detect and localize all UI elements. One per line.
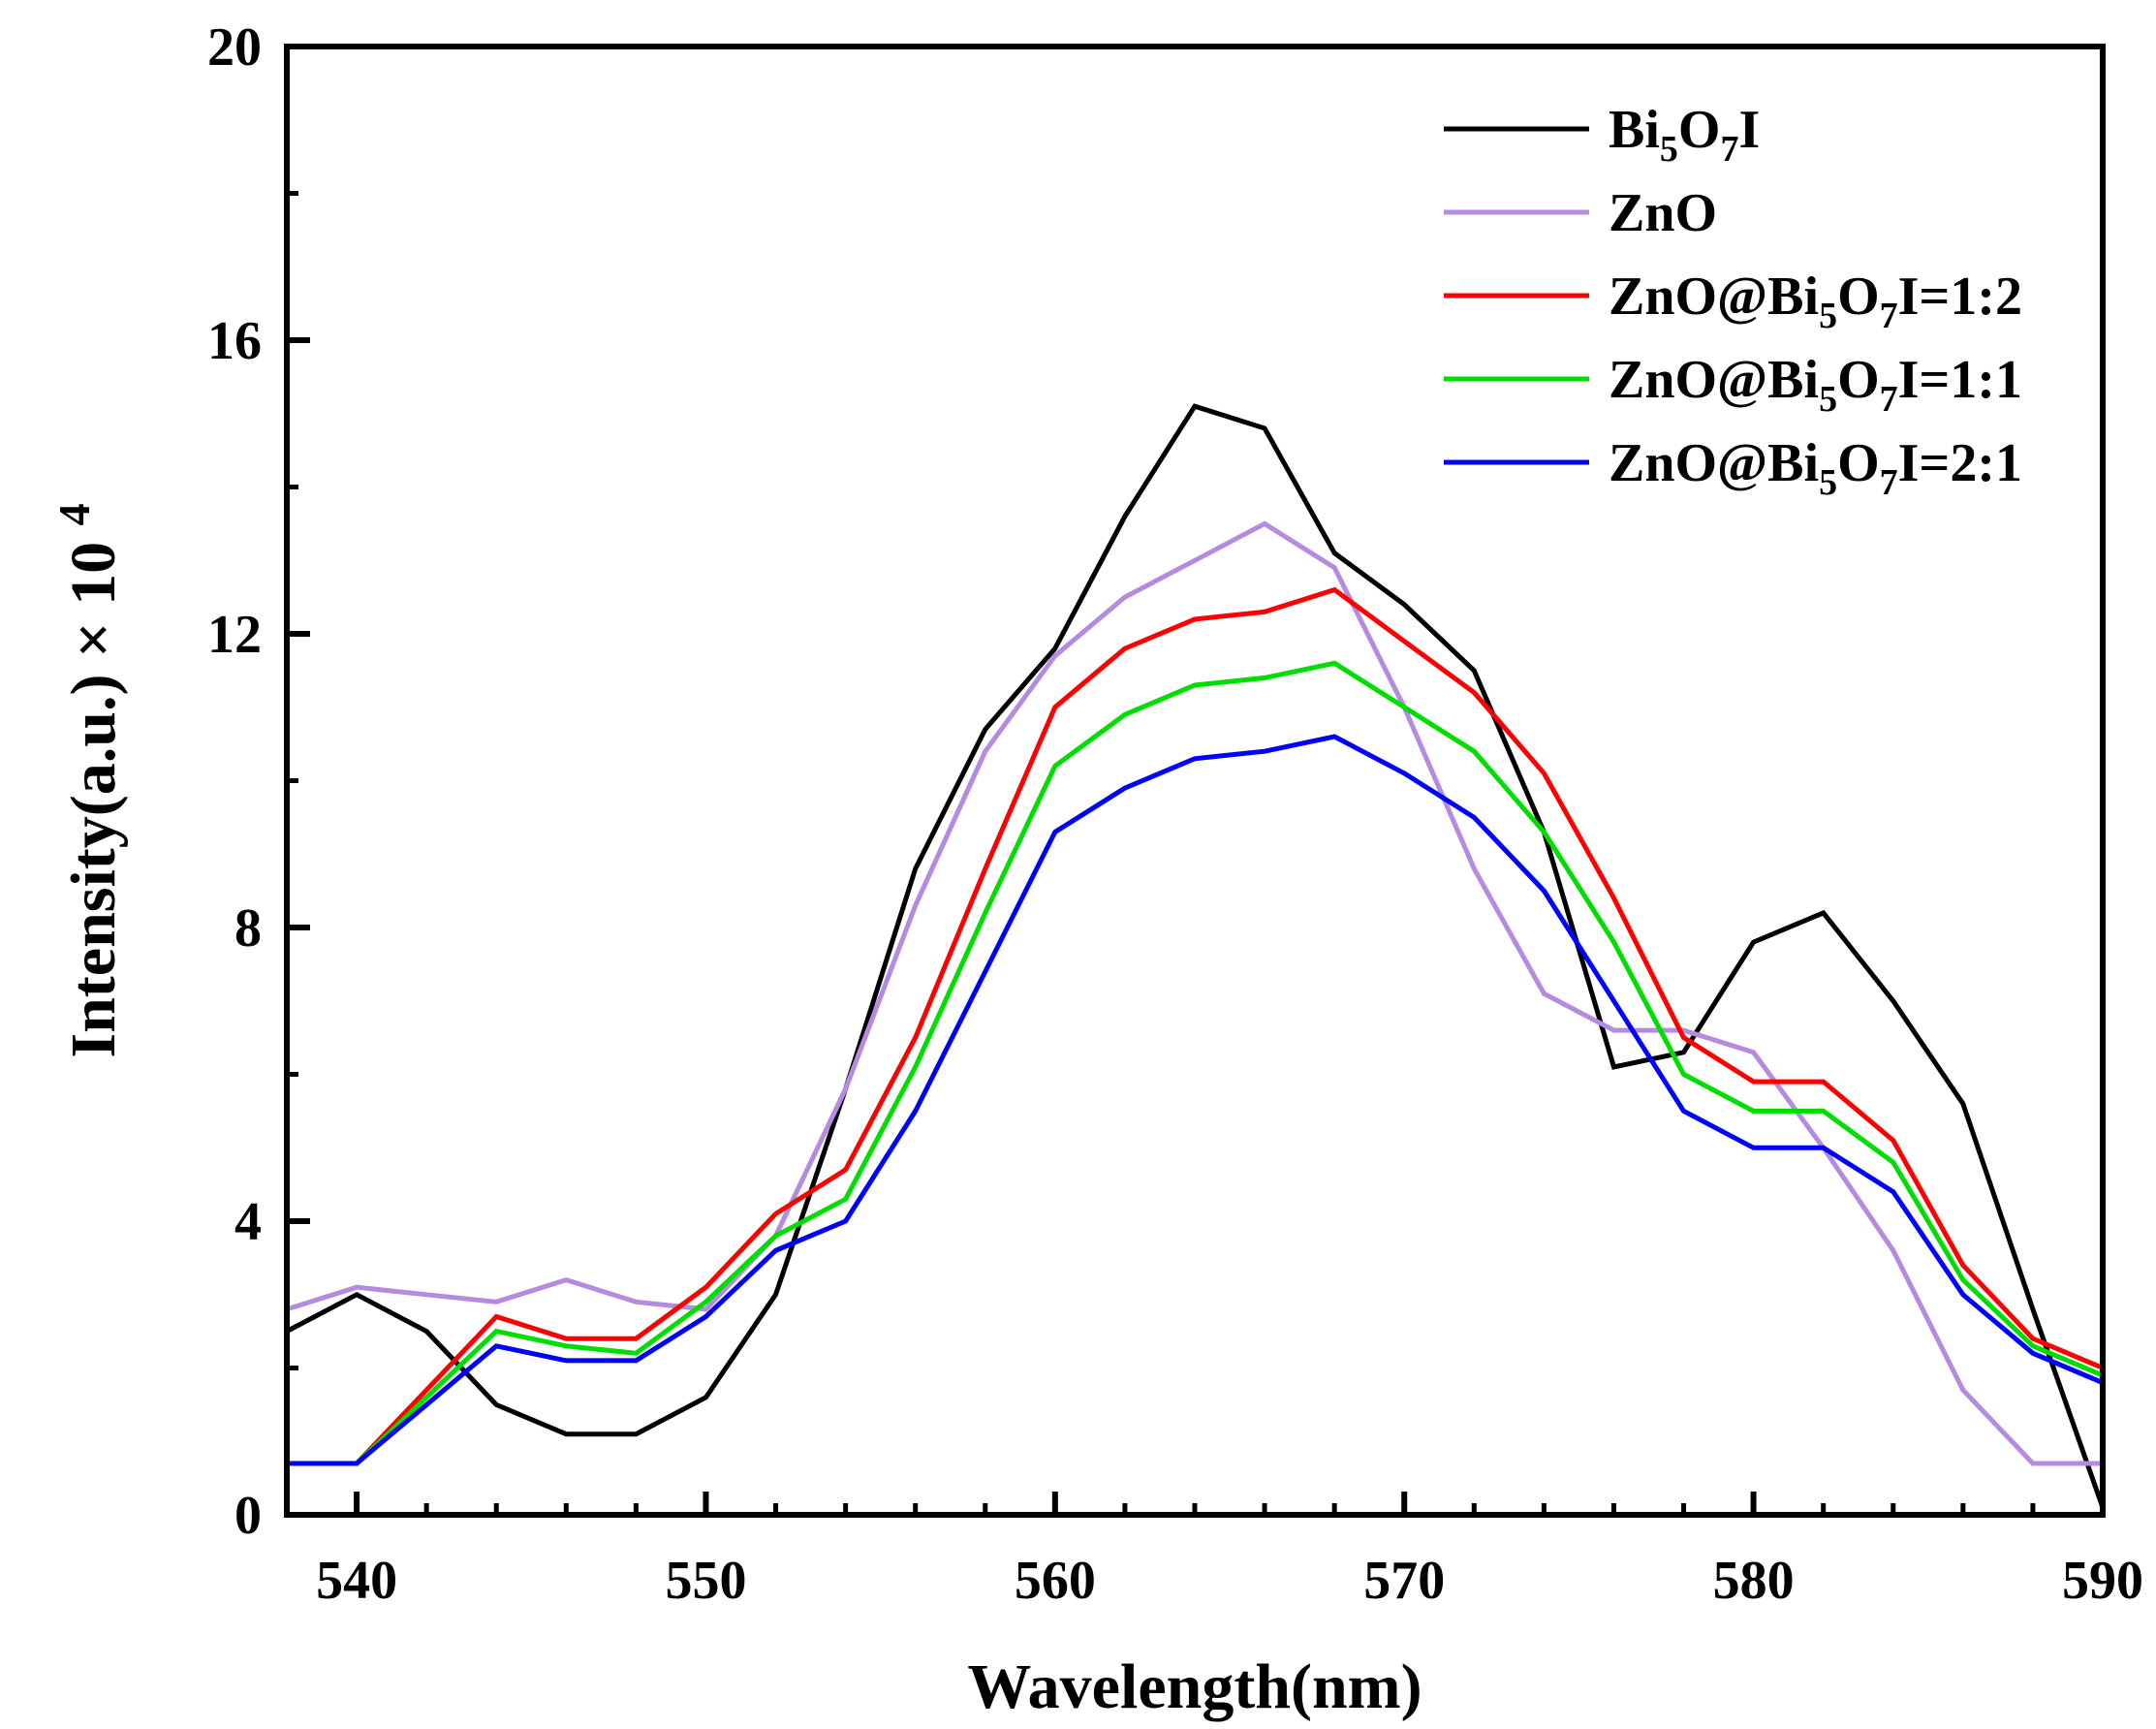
legend-label-5: ZnO@Bi5O7I=2:1 xyxy=(1609,433,2022,503)
x-tick-label: 540 xyxy=(316,1551,397,1611)
legend-label-4: ZnO@Bi5O7I=1:1 xyxy=(1609,350,2022,420)
series-line-1 xyxy=(287,403,2103,1509)
series-line-3 xyxy=(287,586,2103,1466)
x-tick-label: 570 xyxy=(1363,1551,1445,1611)
y-tick-label: 12 xyxy=(207,605,262,665)
legend-label-3: ZnO@Bi5O7I=1:2 xyxy=(1609,267,2022,336)
series-line-5 xyxy=(287,734,2103,1466)
y-tick-label: 20 xyxy=(207,17,262,78)
series-line-2 xyxy=(287,520,2103,1466)
x-tick-label: 580 xyxy=(1713,1551,1795,1611)
y-tick-label: 0 xyxy=(234,1486,262,1546)
plot-frame xyxy=(284,44,2106,1518)
y-axis-title-main: Intensity(a.u.) xyxy=(58,675,129,1058)
legend-label-2: ZnO xyxy=(1609,183,1717,243)
x-axis-title: Wavelength(nm) xyxy=(967,1651,1422,1722)
axis-ticks: 540 550 560 570 580 590 0 4 8 12 16 20 xyxy=(207,17,2143,1611)
y-axis-title-times: × xyxy=(58,621,129,658)
series-layer xyxy=(287,403,2103,1509)
y-axis-title-base: 10 xyxy=(58,542,129,606)
legend: Bi5O7I ZnO ZnO@Bi5O7I=1:2 ZnO@Bi5O7I=1:1 ZnO… xyxy=(1444,100,2022,503)
x-tick-label: 590 xyxy=(2062,1551,2143,1611)
series-line-4 xyxy=(287,660,2103,1466)
x-tick-label: 550 xyxy=(665,1551,746,1611)
x-tick-label: 560 xyxy=(1015,1551,1096,1611)
legend-label-1: Bi5O7I xyxy=(1609,100,1760,170)
y-tick-label: 4 xyxy=(234,1192,262,1252)
y-axis-title-exponent: 4 xyxy=(49,503,99,525)
y-axis-title: Intensity(a.u.) × 10 4 xyxy=(49,503,129,1057)
y-tick-label: 8 xyxy=(234,898,262,959)
y-tick-label: 16 xyxy=(207,311,262,371)
